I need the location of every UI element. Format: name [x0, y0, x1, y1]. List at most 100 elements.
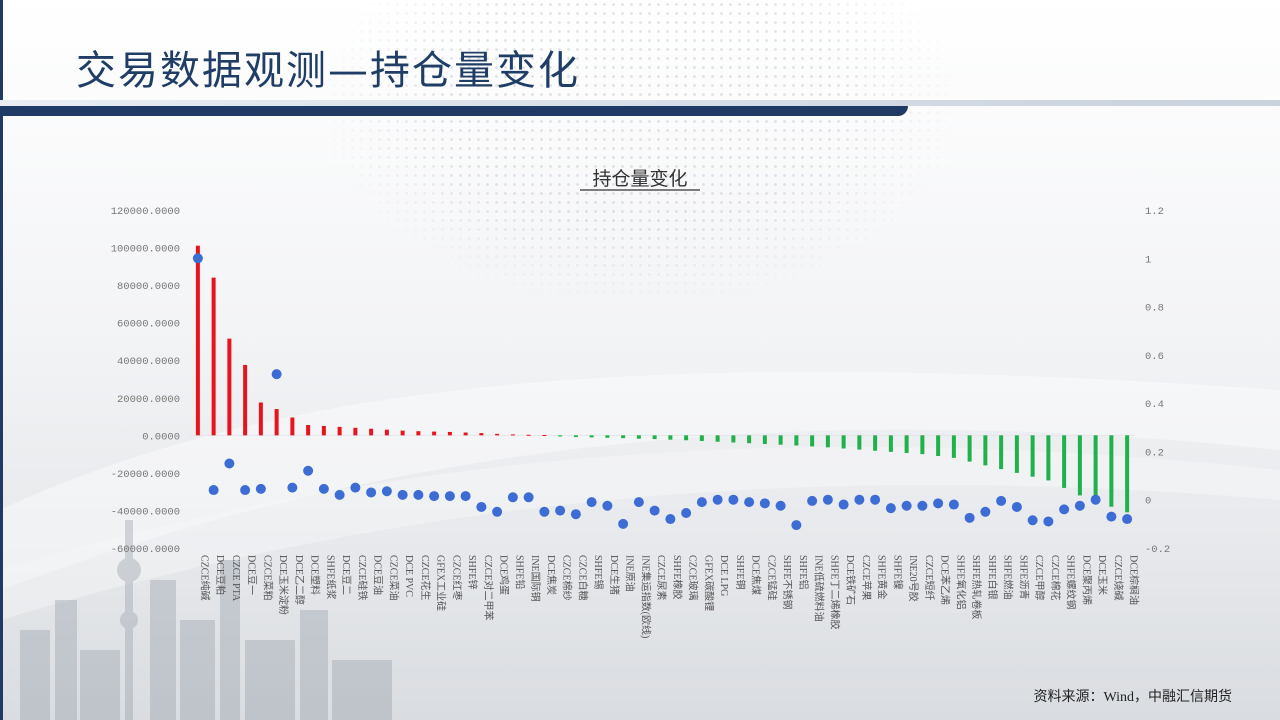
dot-point — [350, 482, 361, 493]
category-tick-label: DCE棕榈油 — [1128, 555, 1141, 605]
bar — [841, 435, 846, 449]
bar — [1109, 435, 1114, 507]
category-tick-label: CZCE锰硅 — [765, 555, 778, 601]
category-tick-label: SHFE沥青 — [1017, 555, 1030, 599]
bar — [794, 435, 799, 446]
dot-point — [681, 507, 692, 518]
bar — [243, 364, 248, 436]
category-tick-label: DCE玉米淀粉 — [277, 555, 290, 615]
chart-title: 持仓量变化 — [592, 168, 687, 190]
bar — [936, 435, 941, 456]
category-tick-label: CZCE玻璃 — [687, 555, 700, 601]
bar — [684, 435, 689, 441]
category-tick-label: CZCE菜粕 — [261, 555, 274, 601]
dot-point — [933, 498, 944, 509]
dot-point — [649, 505, 660, 516]
dot-point — [665, 514, 676, 525]
bar — [967, 435, 972, 462]
category-tick-label: GFEX工业硅 — [435, 555, 448, 611]
dot-point — [318, 483, 329, 494]
dot-point — [744, 497, 755, 508]
category-tick-label: CZCE红枣 — [450, 555, 463, 601]
dot-point — [586, 497, 597, 508]
category-tick-label: CZCE菜油 — [387, 555, 400, 601]
bar — [715, 435, 720, 442]
bar — [873, 435, 878, 451]
right-axis-tick-label: 0.4 — [1145, 399, 1164, 411]
bar — [463, 432, 468, 436]
left-accent-rule — [0, 0, 3, 720]
category-tick-label: SHFE纸浆 — [324, 555, 337, 599]
slide-title: 交易数据观测—持仓量变化 — [76, 48, 580, 94]
bar — [258, 402, 263, 436]
dot-point — [854, 494, 865, 505]
category-tick-label: SHFE锌 — [466, 555, 479, 589]
category-tick-label: SHFE燃油 — [1002, 555, 1015, 599]
bar — [384, 429, 389, 436]
category-tick-label: GFEX碳酸锂 — [702, 555, 715, 611]
bar — [951, 435, 956, 458]
bar — [211, 277, 216, 436]
bar — [306, 425, 311, 436]
dot-point — [1027, 515, 1038, 526]
bar — [353, 427, 358, 436]
bar — [542, 434, 547, 436]
dot-point — [224, 458, 235, 469]
dot-point — [1106, 511, 1117, 522]
dot-point — [539, 506, 550, 517]
left-axis-tick-label: -60000.0000 — [111, 544, 180, 556]
category-tick-label: DCE塑料 — [309, 555, 322, 595]
dot-point — [618, 518, 629, 529]
dot-point — [303, 465, 314, 476]
dot-point — [334, 489, 345, 500]
right-axis-tick-label: 0.2 — [1145, 447, 1164, 459]
world-dot-map-decoration — [330, 0, 950, 300]
category-tick-label: SHFE丁二烯橡胶 — [828, 555, 841, 629]
bar — [274, 409, 279, 436]
category-tick-label: DCE焦煤 — [750, 555, 763, 595]
left-axis-tick-label: -40000.0000 — [111, 506, 180, 518]
bar — [416, 431, 421, 436]
dot-point — [728, 494, 739, 505]
dot-point — [381, 486, 392, 497]
category-tick-label: DCE PVC — [403, 555, 414, 597]
right-axis-tick-label: 0.8 — [1145, 303, 1164, 315]
header-band-dark — [0, 106, 908, 116]
dot-point — [1090, 494, 1101, 505]
category-tick-label: SHFE铅 — [513, 555, 526, 589]
dot-point — [255, 483, 266, 494]
right-axis-tick-label: 0.6 — [1145, 351, 1164, 363]
category-tick-label: INE集运指数(欧线) — [639, 555, 652, 638]
dot-point — [413, 489, 424, 500]
bar — [605, 435, 610, 438]
dot-point — [712, 494, 723, 505]
category-tick-label: SHFE铜 — [734, 555, 746, 589]
dot-point — [822, 494, 833, 505]
dot-point — [460, 491, 471, 502]
category-tick-label: CZCE短纤 — [923, 555, 936, 601]
category-tick-label: SHFE铝 — [797, 555, 809, 589]
dot-point — [996, 495, 1007, 506]
category-tick-label: DCE玉米 — [1096, 555, 1109, 595]
dot-point — [696, 497, 707, 508]
bar — [479, 433, 484, 436]
dot-point — [1043, 516, 1054, 527]
bar — [1062, 435, 1067, 488]
dot-point — [240, 485, 251, 496]
bar — [369, 428, 374, 436]
source-note: 资料来源：Wind，中融汇信期货 — [1033, 690, 1232, 705]
bar — [400, 430, 405, 436]
dot-point — [602, 500, 613, 511]
category-tick-label: DCE乙二醇 — [293, 555, 306, 605]
left-axis-tick-label: 60000.0000 — [117, 319, 180, 331]
dot-point — [429, 491, 440, 502]
city-skyline-decoration — [20, 520, 392, 720]
category-tick-label: DCE LPG — [718, 555, 729, 596]
category-tick-label: CZCE花生 — [419, 555, 432, 601]
dot-point — [570, 509, 581, 520]
bar — [857, 435, 862, 450]
dot-point — [901, 500, 912, 511]
bar — [999, 435, 1004, 470]
bar — [888, 435, 893, 452]
